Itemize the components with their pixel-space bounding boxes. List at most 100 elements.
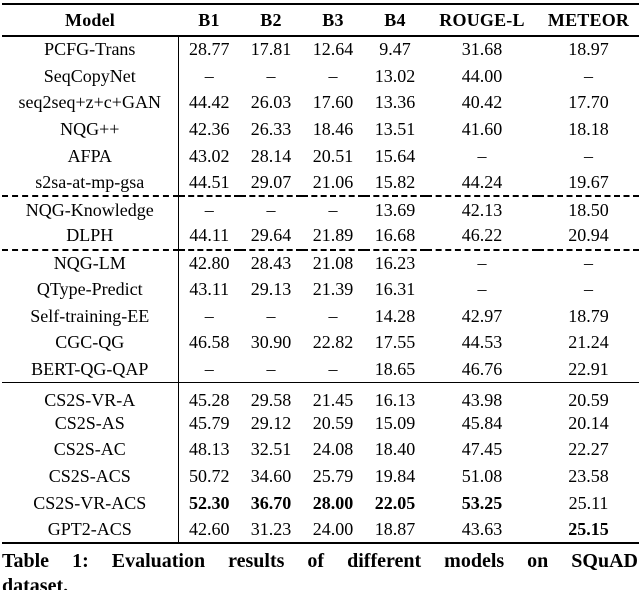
metric-value: 20.51 — [312, 145, 354, 166]
metric-value: 20.59 — [538, 382, 639, 410]
metric-value: – — [538, 248, 639, 277]
model-name: CS2S-VR-ACS — [2, 489, 179, 517]
metric-value: 14.28 — [374, 305, 416, 326]
table-row: AFPA 43.02 28.14 20.51 15.64 – – — [2, 142, 639, 170]
metric-value: 28.43 — [240, 248, 302, 277]
metric-value: 44.00 — [461, 65, 503, 86]
metric-value: 16.13 — [364, 382, 426, 410]
metric-value: 13.02 — [374, 65, 416, 86]
table-row: s2sa-at-mp-gsa 44.51 29.07 21.06 15.82 44.24 1… — [2, 169, 639, 197]
metric-value: 41.60 — [461, 118, 503, 139]
metric-value: 16.23 — [364, 248, 426, 277]
metric-value: 18.79 — [568, 305, 609, 326]
table-row: QType-Predict 43.11 29.13 21.39 16.31 – – — [2, 276, 639, 303]
col-header-b3: B3 — [302, 4, 364, 37]
metric-value: 34.60 — [250, 465, 292, 486]
metric-value: 21.06 — [312, 171, 354, 192]
metric-value: – — [178, 195, 240, 223]
model-name: QType-Predict — [2, 276, 179, 303]
metric-value: 30.90 — [250, 332, 292, 353]
metric-value: 42.80 — [178, 248, 240, 277]
metric-value: 45.28 — [178, 382, 240, 410]
metric-value: 22.91 — [568, 358, 609, 379]
metric-value: 36.70 — [250, 492, 292, 513]
metric-value: – — [302, 195, 364, 223]
table-row: DLPH 44.11 29.64 21.89 16.68 46.22 20.94 — [2, 222, 639, 250]
table-row: BERT-QG-QAP – – – 18.65 46.76 22.91 — [2, 356, 639, 383]
caption-line-2: dataset. — [2, 575, 69, 590]
model-name: AFPA — [2, 142, 179, 170]
metric-value: 31.23 — [250, 518, 292, 539]
table-caption: Table 1: Evaluation results of different… — [2, 549, 638, 590]
metric-value: 21.08 — [302, 248, 364, 277]
table-header: Model B1 B2 B3 B4 ROUGE-L METEOR — [2, 4, 639, 37]
metric-value: 21.39 — [312, 279, 354, 300]
metric-value: – — [328, 358, 338, 379]
metric-value: 16.68 — [374, 225, 416, 246]
model-name: NQG-Knowledge — [2, 195, 179, 223]
metric-value: 44.53 — [461, 332, 503, 353]
metric-value: 13.69 — [364, 195, 426, 223]
metric-value: 26.33 — [250, 118, 292, 139]
metric-value: 17.55 — [374, 332, 416, 353]
metric-value: 29.07 — [250, 171, 292, 192]
table-row: NQG-Knowledge – – –13.69 42.13 18.50 — [2, 195, 639, 223]
metric-value: 42.60 — [189, 518, 230, 539]
table-row: GPT2-ACS 42.60 31.23 24.00 18.87 43.63 25.15 — [2, 516, 639, 544]
results-table: Model B1 B2 B3 B4 ROUGE-L METEOR PCFG-Tr… — [2, 3, 639, 545]
metric-value: 51.08 — [461, 465, 503, 486]
col-header-meteor: METEOR — [538, 4, 639, 37]
model-name: NQG++ — [2, 116, 179, 143]
metric-value: – — [204, 305, 214, 326]
metric-value: 24.08 — [312, 439, 354, 460]
table-row: CGC-QG 46.58 30.90 22.82 17.55 44.53 21.24 — [2, 329, 639, 357]
table-row: Self-training-EE – – – 14.28 42.97 18.79 — [2, 302, 639, 330]
model-name: BERT-QG-QAP — [2, 356, 179, 383]
col-header-b1: B1 — [178, 4, 240, 37]
metric-value: 43.02 — [189, 145, 230, 166]
metric-value: 43.11 — [189, 279, 230, 300]
caption-line-1: Table 1: Evaluation results of different… — [2, 550, 638, 573]
model-name: DLPH — [2, 222, 179, 250]
metric-value: 15.09 — [374, 412, 416, 433]
metric-value: 47.45 — [461, 439, 503, 460]
model-name: PCFG-Trans — [2, 36, 179, 63]
col-header-b2: B2 — [240, 4, 302, 37]
metric-value: 43.98 — [426, 382, 538, 410]
metric-value: 25.15 — [568, 518, 609, 539]
metric-value: 28.00 — [312, 492, 354, 513]
metric-value: 52.30 — [189, 492, 230, 513]
metric-value: 29.58 — [240, 382, 302, 410]
metric-value: 18.97 — [568, 39, 609, 60]
table-row: NQG-LM 42.80 28.43 21.08 16.23– – — [2, 248, 639, 277]
metric-value: – — [266, 358, 276, 379]
table-row: CS2S-AC 48.13 32.51 24.08 18.40 47.45 22.27 — [2, 436, 639, 463]
metric-value: 24.00 — [312, 518, 354, 539]
metric-value: – — [204, 65, 214, 86]
header-row: Model B1 B2 B3 B4 ROUGE-L METEOR — [2, 4, 639, 37]
metric-value: – — [584, 145, 593, 166]
metric-value: 9.47 — [379, 39, 411, 60]
metric-value: 25.79 — [312, 465, 354, 486]
metric-value: – — [426, 248, 538, 277]
metric-value: – — [240, 195, 302, 223]
col-header-model: Model — [2, 4, 178, 37]
table-row: CS2S-ACS 50.72 34.60 25.79 19.84 51.08 23.58 — [2, 463, 639, 490]
metric-value: 18.87 — [374, 518, 416, 539]
metric-value: 22.82 — [312, 332, 354, 353]
metric-value: – — [204, 358, 214, 379]
metric-value: 29.12 — [250, 412, 292, 433]
metric-value: 42.97 — [461, 305, 503, 326]
model-name: SeqCopyNet — [2, 62, 179, 90]
metric-value: 19.84 — [374, 465, 416, 486]
col-header-b4: B4 — [364, 4, 426, 37]
metric-value: 22.27 — [568, 439, 609, 460]
metric-value: 25.11 — [568, 492, 609, 513]
table-row: CS2S-VR-A 45.28 29.58 21.45 16.13 43.98 20.59 — [2, 382, 639, 410]
metric-value: 15.82 — [374, 171, 416, 192]
model-name: CGC-QG — [2, 329, 179, 357]
metric-value: 23.58 — [568, 465, 609, 486]
metric-value: 40.42 — [461, 92, 503, 113]
metric-value: 29.64 — [250, 225, 292, 246]
